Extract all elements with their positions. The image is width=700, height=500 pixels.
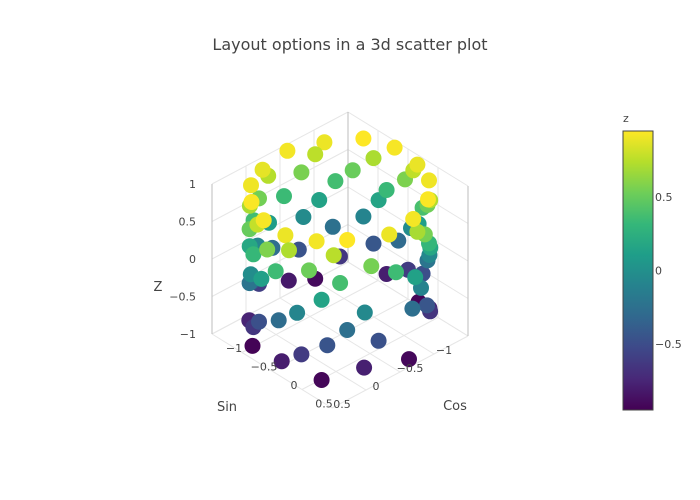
scatter-point[interactable] [276, 188, 292, 205]
grid-line [211, 149, 349, 222]
scatter-point[interactable] [245, 246, 262, 263]
scatter-point[interactable] [267, 263, 284, 280]
scatter-point[interactable] [289, 304, 306, 321]
scatter-point[interactable] [407, 269, 424, 286]
scatter-point[interactable] [254, 161, 271, 178]
colorbar-title: z [623, 112, 629, 125]
scatter-point[interactable] [280, 272, 297, 289]
grid-line [331, 335, 469, 409]
scatter-point[interactable] [409, 156, 426, 173]
scatter-point[interactable] [339, 232, 356, 248]
y-axis-title: Sin [217, 400, 237, 415]
scatter-point[interactable] [255, 212, 272, 229]
scatter-point[interactable] [355, 208, 372, 225]
scatter-point[interactable] [279, 142, 296, 159]
scatter-points[interactable] [241, 130, 439, 389]
scatter-point[interactable] [301, 262, 317, 279]
scatter-point[interactable] [295, 209, 312, 225]
scatter-point[interactable] [421, 172, 437, 189]
grid-line [347, 111, 469, 187]
scatter-point[interactable] [293, 164, 310, 181]
y-tick-label: 0 [373, 380, 380, 393]
scatter-point[interactable] [313, 372, 330, 388]
x-tick-label: 0.5 [315, 398, 333, 411]
scatter-point[interactable] [344, 162, 361, 179]
colorbar-tick-label: 0.5 [655, 191, 673, 204]
scatter-point[interactable] [253, 270, 270, 287]
axis-ticks: −1 −0.5 0 0.5 −1 −0.5 0 0.5 −1 −0.5 0 0.5 1 [169, 178, 452, 411]
scatter-point[interactable] [378, 182, 395, 198]
scatter-point[interactable] [419, 297, 435, 314]
colorbar-tick-label: −0.5 [655, 338, 682, 351]
scatter-point[interactable] [356, 304, 373, 321]
scatter-point[interactable] [325, 247, 342, 264]
z-tick-label: 1 [189, 178, 196, 191]
scatter-point[interactable] [404, 300, 421, 317]
scatter-point[interactable] [324, 218, 341, 235]
scatter-point[interactable] [370, 332, 387, 349]
x-tick-label: −0.5 [251, 361, 278, 374]
scatter-point[interactable] [281, 242, 297, 259]
z-tick-label: 0.5 [179, 216, 197, 229]
scatter-point[interactable] [363, 258, 380, 275]
x-axis-title: Cos [443, 399, 467, 414]
scatter-point[interactable] [388, 264, 404, 281]
scatter-point[interactable] [327, 173, 344, 190]
z-tick-label: 0 [189, 253, 196, 266]
scatter-point[interactable] [339, 322, 356, 338]
scatter-point[interactable] [316, 134, 333, 151]
scatter-point[interactable] [319, 337, 336, 354]
scatter-point[interactable] [277, 227, 294, 244]
scatter-point[interactable] [420, 191, 436, 208]
scatter-point[interactable] [293, 346, 310, 363]
x-tick-label: 0 [291, 379, 298, 392]
scatter-point[interactable] [313, 291, 330, 308]
scatter-point[interactable] [409, 223, 426, 240]
x-tick-label: −1 [226, 342, 242, 355]
scatter-point[interactable] [311, 192, 328, 208]
scatter-point[interactable] [365, 235, 382, 252]
z-axis-title: Z [154, 280, 163, 295]
z-tick-label: −1 [180, 328, 196, 341]
colorbar-ticks: 0.5 0 −0.5 [655, 191, 682, 351]
scatter-point[interactable] [251, 313, 267, 330]
scatter-point[interactable] [356, 359, 373, 376]
scatter-point[interactable] [381, 226, 398, 243]
colorbar: z 0.5 0 −0.5 [622, 112, 682, 411]
grid-line [211, 333, 333, 409]
chart-title: Layout options in a 3d scatter plot [212, 35, 487, 54]
scatter-point[interactable] [243, 194, 260, 210]
scatter-point[interactable] [243, 177, 259, 194]
scatter-point[interactable] [307, 146, 324, 163]
scatter-point[interactable] [270, 312, 287, 329]
scatter-point[interactable] [365, 150, 382, 167]
scatter-point[interactable] [244, 337, 261, 354]
y-tick-label: −1 [436, 344, 452, 357]
y-tick-label: −0.5 [397, 362, 424, 375]
y-tick-label: 0.5 [333, 398, 351, 411]
scatter-point[interactable] [273, 353, 290, 370]
scatter-point[interactable] [405, 211, 422, 227]
colorbar-tick-label: 0 [655, 265, 662, 278]
scatter-point[interactable] [259, 241, 276, 258]
scatter-point[interactable] [386, 139, 403, 156]
scatter-point[interactable] [332, 275, 349, 291]
scatter-point[interactable] [355, 130, 372, 147]
scatter-point[interactable] [401, 351, 417, 368]
z-tick-label: −0.5 [169, 291, 196, 304]
scatter-point[interactable] [308, 233, 325, 250]
colorbar-gradient [622, 130, 654, 411]
